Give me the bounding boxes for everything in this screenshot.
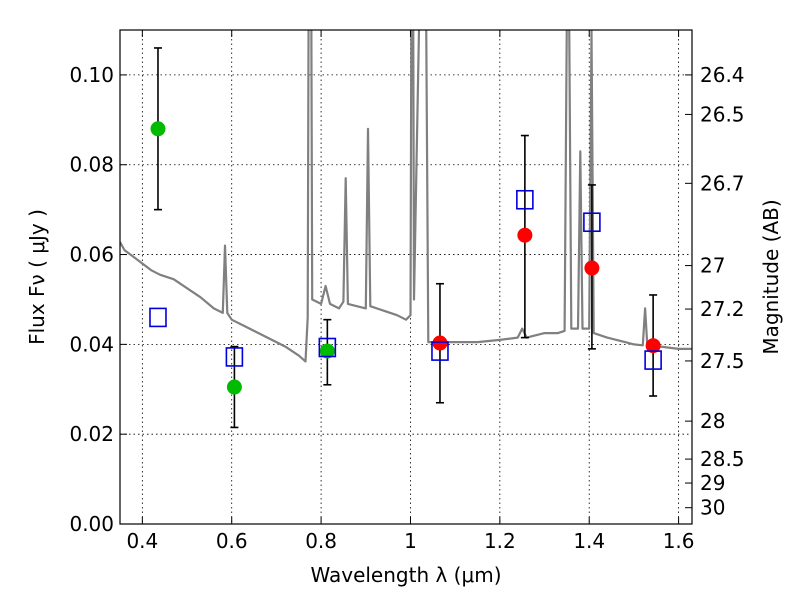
model-photometry-square: [516, 189, 534, 210]
x-tick-label: 1.2: [484, 529, 516, 553]
mag-tick-label: 30: [700, 496, 725, 520]
x-tick-label: 1: [404, 529, 417, 553]
green-data-point: [319, 343, 335, 359]
plot-area: [120, 30, 692, 429]
model-photometry-square: [318, 337, 337, 358]
y-tick-label: 0.06: [69, 243, 114, 267]
red-data-point: [645, 338, 661, 354]
green-data-point: [150, 121, 166, 137]
x-axis-title: Wavelength λ (μm): [310, 563, 501, 587]
x-tick-label: 1.4: [573, 529, 605, 553]
x-tick-label: 0.4: [126, 529, 158, 553]
red-data-point: [517, 227, 533, 243]
x-tick-label: 0.6: [216, 529, 248, 553]
mag-tick-label: 26.5: [700, 102, 745, 126]
x-tick-label: 0.8: [305, 529, 337, 553]
plot-frame: [119, 29, 693, 525]
mag-tick-label: 27.2: [700, 297, 745, 321]
model-photometry-square: [431, 341, 449, 361]
model-photometry-square: [583, 212, 601, 233]
y-tick-label: 0.04: [69, 332, 114, 356]
y-tick-label: 0.08: [69, 153, 114, 177]
axes-ticks: 0.4 0.6 0.8 1 1.2 1.4 1.6 0.00 0.02 0.04 0.06 0.08 0…: [69, 30, 745, 553]
red-data-point: [432, 335, 448, 351]
mag-tick-label: 26.7: [700, 171, 745, 195]
model-photometry-square: [149, 307, 167, 328]
mag-tick-label: 27: [700, 254, 725, 278]
mag-tick-label: 29: [700, 471, 725, 495]
mag-tick-label: 28: [700, 409, 725, 433]
mag-tick-label: 27.5: [700, 349, 745, 373]
y-tick-label: 0.02: [69, 422, 114, 446]
model-spectrum-line: [120, 30, 692, 363]
y2-axis-title: Magnitude (AB): [759, 199, 783, 354]
y-tick-label: 0.10: [69, 63, 114, 87]
green-data-point: [226, 379, 242, 395]
y-axis-title: Flux Fν ( μJy ): [25, 209, 49, 345]
model-photometry-square: [644, 350, 662, 370]
mag-tick-label: 26.4: [700, 63, 745, 87]
model-photometry-square: [225, 347, 244, 367]
mag-tick-label: 28.5: [700, 447, 745, 471]
x-tick-label: 1.6: [663, 529, 695, 553]
y-tick-label: 0.00: [69, 512, 114, 536]
red-data-point: [584, 260, 600, 276]
